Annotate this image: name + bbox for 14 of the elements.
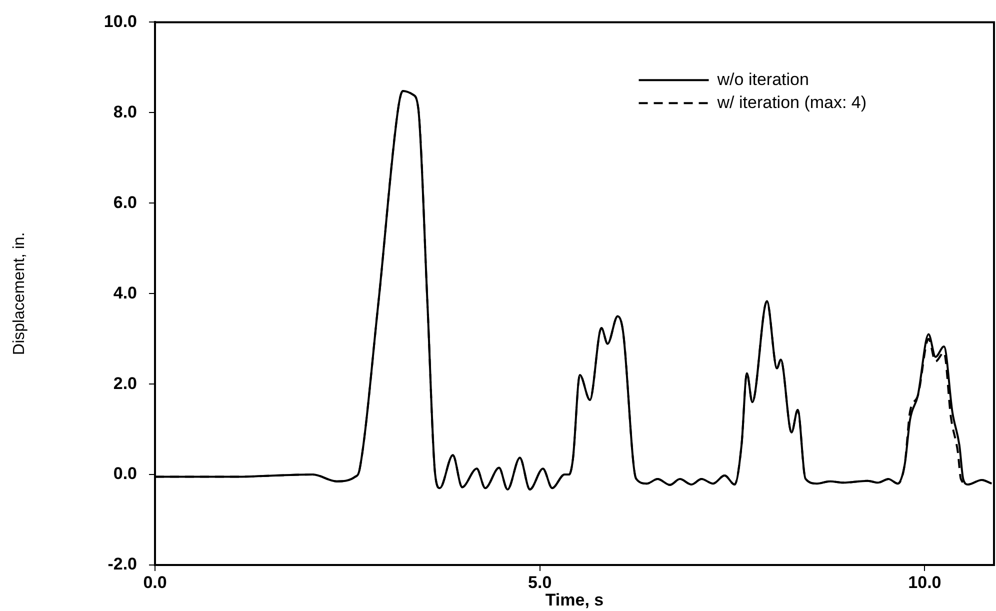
x-tick-label: 0.0 (143, 572, 167, 592)
y-tick-label: 0.0 (113, 464, 137, 484)
y-tick-label: -2.0 (108, 554, 137, 574)
y-axis-title: Displacement, in. (11, 232, 28, 355)
legend-label: w/o iteration (716, 70, 809, 89)
y-tick-label: 6.0 (113, 192, 137, 212)
y-tick-label: 8.0 (113, 102, 137, 122)
y-tick-label: 10.0 (104, 12, 137, 31)
x-tick-label: 5.0 (528, 572, 552, 592)
legend-label: w/ iteration (max: 4) (716, 92, 867, 112)
x-axis-title: Time, s (545, 590, 604, 610)
y-tick-label: 2.0 (113, 374, 137, 393)
x-tick-label: 10.0 (908, 572, 942, 592)
y-tick-label: 4.0 (113, 283, 137, 302)
